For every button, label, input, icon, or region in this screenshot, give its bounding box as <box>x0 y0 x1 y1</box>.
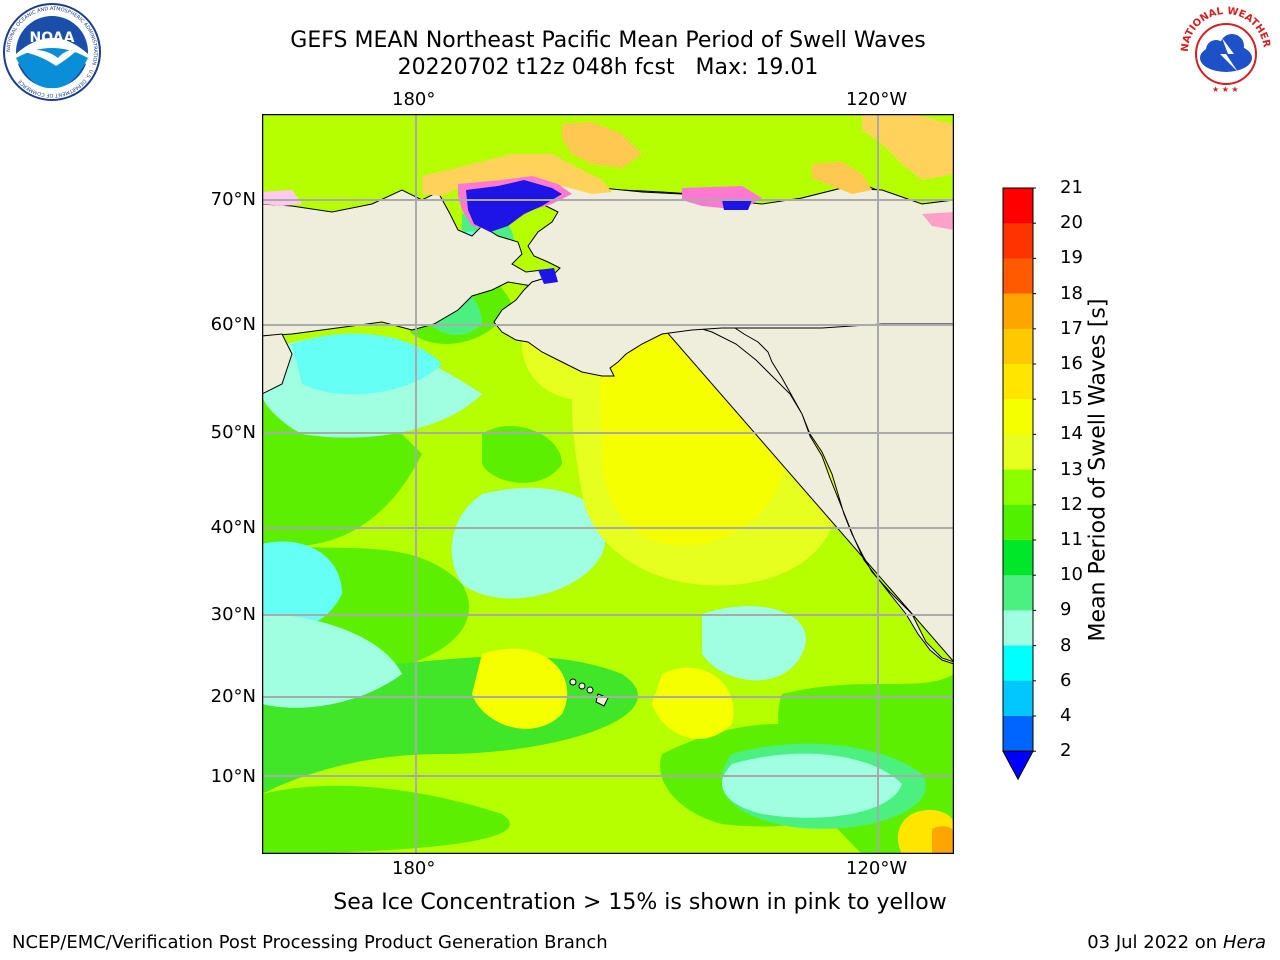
colorbar-swatch <box>1003 469 1033 506</box>
colorbar-swatch <box>1003 223 1033 259</box>
lon-label-top-180: 180° <box>392 89 436 110</box>
lat-label-30n: 30°N <box>210 604 256 625</box>
colorbar-tick-label: 16 <box>1060 353 1083 374</box>
swell-field-blobs <box>262 211 954 854</box>
map-frame <box>262 114 954 854</box>
colorbar-swatch <box>1003 293 1033 330</box>
colorbar-swatch <box>1003 610 1033 647</box>
colorbar-extend-arrow <box>1002 750 1034 781</box>
colorbar-tick-label: 8 <box>1060 634 1072 656</box>
graticule <box>262 114 954 854</box>
colorbar-tick-label: 14 <box>1060 423 1083 445</box>
lon-label-bottom-120w: 120°W <box>846 858 908 879</box>
lat-label-50n: 50°N <box>210 422 256 443</box>
colorbar-tick-label: 18 <box>1060 282 1083 304</box>
lat-label-60n: 60°N <box>210 314 256 335</box>
colorbar <box>1002 187 1036 781</box>
colorbar-tick-label: 12 <box>1060 493 1083 515</box>
footer-credit: NCEP/EMC/Verification Post Processing Pr… <box>12 932 608 953</box>
footer-date: 03 Jul 2022 on Hera <box>1087 932 1266 953</box>
lon-label-top-120w: 120°W <box>846 89 908 110</box>
colorbar-tick-label: 15 <box>1060 388 1083 410</box>
colorbar-swatch <box>1003 680 1033 717</box>
colorbar-swatch <box>1003 575 1033 611</box>
colorbar-tick-label: 17 <box>1060 317 1083 339</box>
colorbar-swatch <box>1003 328 1033 365</box>
lat-label-20n: 20°N <box>210 686 256 707</box>
colorbar-swatch <box>1003 188 1033 224</box>
footer-host: Hera <box>1222 932 1266 953</box>
colorbar-tick-label: 21 <box>1060 177 1083 198</box>
colorbar-swatch <box>1003 399 1033 435</box>
noaa-logo: NOAA NATIONAL OCEANIC AND ATMOSPHERIC AD… <box>3 3 101 101</box>
colorbar-tick-label: 19 <box>1060 247 1083 269</box>
colorbar-title: Mean Period of Swell Waves [s] <box>1085 298 1111 642</box>
land-kamchatka <box>262 333 293 395</box>
colorbar-swatch <box>1003 504 1033 541</box>
colorbar-tick-label: 13 <box>1060 458 1083 480</box>
footer-date-text: 03 Jul 2022 on <box>1087 932 1223 953</box>
colorbar-tick-label: 9 <box>1060 599 1072 621</box>
nws-logo: NATIONAL WEATHER SERVICE ★ ★ ★ <box>1176 2 1274 100</box>
colorbar-swatch <box>1003 258 1033 295</box>
colorbar-tick-label: 10 <box>1060 564 1083 586</box>
ice-blue-spot <box>538 268 558 284</box>
lat-label-70n: 70°N <box>210 189 256 210</box>
colorbar-tick-label: 4 <box>1060 705 1072 726</box>
landmass <box>262 181 954 854</box>
noaa-wordmark: NOAA <box>30 30 75 46</box>
chart-subtitle: 20220702 t12z 048h fcst Max: 19.01 <box>397 55 819 80</box>
colorbar-swatch <box>1003 540 1033 576</box>
colorbar-swatch <box>1003 716 1033 752</box>
colorbar-swatch <box>1003 434 1033 471</box>
chart-title: GEFS MEAN Northeast Pacific Mean Period … <box>290 28 926 53</box>
map-panel <box>262 114 954 854</box>
colorbar-swatch <box>1003 645 1033 682</box>
colorbar-tick-label: 11 <box>1060 529 1083 550</box>
lat-label-10n: 10°N <box>210 766 256 787</box>
sea-ice <box>262 114 954 232</box>
colorbar-tick-label: 6 <box>1060 669 1072 691</box>
colorbar-swatch <box>1003 364 1033 400</box>
sea-ice-caption: Sea Ice Concentration > 15% is shown in … <box>333 890 947 915</box>
colorbar-tick-label: 2 <box>1060 740 1072 762</box>
lat-label-40n: 40°N <box>210 517 256 538</box>
svg-text:★ ★ ★: ★ ★ ★ <box>1212 85 1239 94</box>
colorbar-tick-label: 20 <box>1060 212 1083 234</box>
lon-label-bottom-180: 180° <box>392 858 436 879</box>
